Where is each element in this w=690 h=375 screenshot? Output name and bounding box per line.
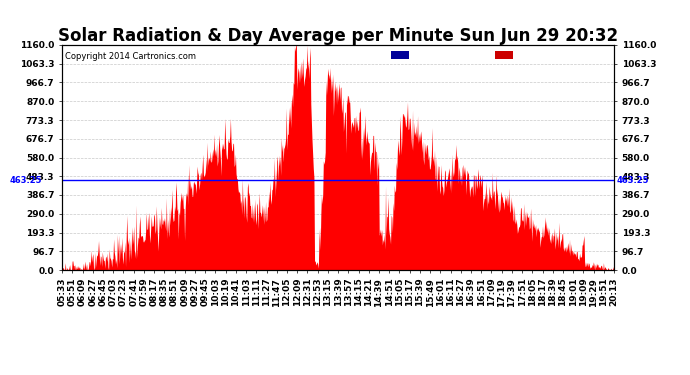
Title: Solar Radiation & Day Average per Minute Sun Jun 29 20:32: Solar Radiation & Day Average per Minute… [58,27,618,45]
Legend: Median (w/m2), Radiation (w/m2): Median (w/m2), Radiation (w/m2) [389,50,609,62]
Text: 463.25: 463.25 [617,176,649,184]
Text: Copyright 2014 Cartronics.com: Copyright 2014 Cartronics.com [65,52,196,61]
Text: 463.25: 463.25 [10,176,42,184]
